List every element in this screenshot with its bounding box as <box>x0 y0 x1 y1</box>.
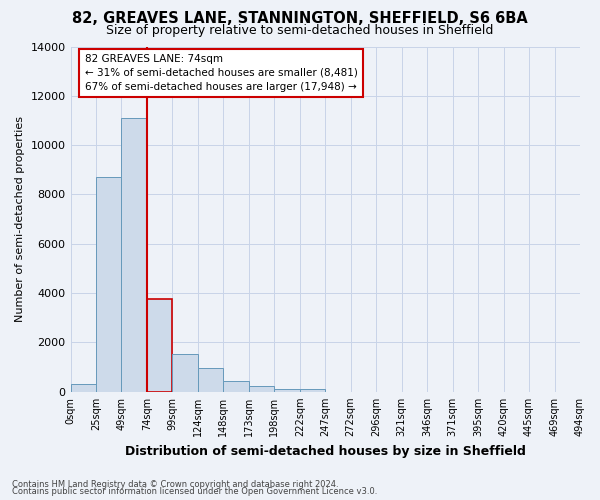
Bar <box>300 389 325 392</box>
Text: 82 GREAVES LANE: 74sqm
← 31% of semi-detached houses are smaller (8,481)
67% of : 82 GREAVES LANE: 74sqm ← 31% of semi-det… <box>85 54 358 92</box>
Bar <box>96 177 121 392</box>
Text: 82, GREAVES LANE, STANNINGTON, SHEFFIELD, S6 6BA: 82, GREAVES LANE, STANNINGTON, SHEFFIELD… <box>72 11 528 26</box>
Bar <box>147 300 172 392</box>
Bar <box>71 384 96 392</box>
Bar <box>198 368 223 392</box>
Y-axis label: Number of semi-detached properties: Number of semi-detached properties <box>15 116 25 322</box>
Text: Contains HM Land Registry data © Crown copyright and database right 2024.: Contains HM Land Registry data © Crown c… <box>12 480 338 489</box>
Bar <box>223 381 249 392</box>
Text: Size of property relative to semi-detached houses in Sheffield: Size of property relative to semi-detach… <box>106 24 494 37</box>
Bar <box>274 388 300 392</box>
X-axis label: Distribution of semi-detached houses by size in Sheffield: Distribution of semi-detached houses by … <box>125 444 526 458</box>
Bar <box>172 354 198 392</box>
Bar <box>249 386 274 392</box>
Bar <box>121 118 147 392</box>
Text: Contains public sector information licensed under the Open Government Licence v3: Contains public sector information licen… <box>12 488 377 496</box>
